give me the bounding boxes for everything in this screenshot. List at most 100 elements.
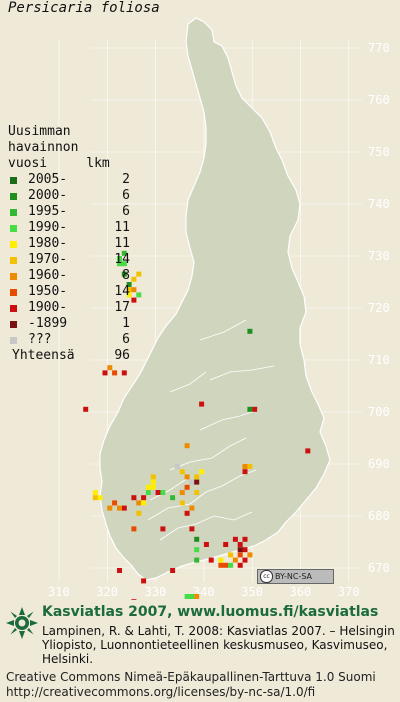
license-url-link[interactable]: http://creativecommons.org/licenses/by-n… — [6, 685, 316, 699]
x-axis-labels: 310 320 330 340 350 360 370 — [48, 585, 359, 599]
observation-square — [145, 490, 151, 495]
legend-swatch — [10, 177, 17, 184]
observation-square — [305, 448, 311, 454]
observation-square — [160, 526, 166, 532]
observation-square — [242, 536, 248, 542]
legend-period: 1950- — [28, 284, 68, 299]
observation-square — [121, 261, 127, 267]
observation-square — [121, 271, 127, 277]
legend-count: 8 — [122, 268, 130, 283]
observation-square — [179, 490, 185, 495]
observation-square — [194, 490, 200, 495]
legend-count: 11 — [114, 236, 130, 251]
legend-header-line-1: Uusimman — [8, 124, 71, 139]
legend-row: 1900- 17 — [8, 300, 130, 316]
observation-square — [150, 484, 156, 490]
legend-count: 6 — [122, 188, 130, 203]
legend: Uusimman havainnon vuosi lkm 2005- 2 2000-… — [8, 124, 130, 364]
observation-square — [117, 261, 122, 267]
observation-square — [121, 370, 127, 376]
legend-swatch — [10, 257, 17, 264]
observation-square — [160, 490, 166, 495]
observation-square — [126, 292, 132, 298]
observation-square — [218, 557, 224, 563]
observation-square — [208, 557, 214, 563]
observation-square — [194, 594, 200, 599]
observation-square — [126, 282, 132, 287]
legend-period: 1990- — [28, 220, 68, 235]
observation-square — [252, 406, 258, 412]
observation-square — [131, 297, 137, 303]
observation-square — [83, 406, 89, 412]
observation-square — [232, 557, 238, 563]
y-tick-label: 730 — [368, 249, 390, 263]
legend-count: 6 — [122, 332, 130, 347]
observation-square — [141, 578, 147, 584]
observation-square — [194, 547, 200, 553]
observation-square — [228, 562, 234, 568]
legend-swatch — [10, 273, 17, 280]
legend-count: 6 — [122, 204, 130, 219]
observation-square — [218, 562, 224, 568]
observation-square — [184, 484, 190, 490]
observation-squares — [83, 250, 311, 600]
observation-square — [194, 536, 200, 542]
observation-square — [170, 568, 176, 573]
observation-square — [189, 526, 195, 532]
observation-square — [247, 552, 253, 558]
observation-square — [242, 557, 248, 563]
legend-period: -1899 — [28, 316, 68, 331]
legend-row: 1960- 8 — [8, 268, 130, 284]
observation-square — [131, 526, 137, 532]
cc-license-badge[interactable]: cc BY-NC-SA — [257, 569, 334, 584]
observation-square — [121, 250, 127, 256]
legend-swatch — [10, 305, 17, 312]
legend-row: 1950- 14 — [8, 284, 130, 300]
legend-row: 1990- 11 — [8, 220, 130, 236]
observation-square — [136, 271, 142, 277]
legend-period: 1900- — [28, 300, 68, 315]
y-tick-label: 700 — [368, 405, 390, 419]
y-tick-label: 710 — [368, 353, 390, 367]
observation-square — [107, 505, 113, 511]
observation-square — [170, 495, 176, 501]
legend-swatch — [10, 241, 17, 248]
x-tick-label: 310 — [48, 585, 70, 599]
observation-square — [242, 469, 248, 475]
y-tick-label: 770 — [368, 41, 390, 55]
observation-square — [237, 542, 243, 547]
observation-square — [189, 479, 195, 485]
y-tick-label: 690 — [368, 457, 390, 471]
legend-row: 2005- 2 — [8, 172, 130, 188]
legend-count: 1 — [122, 316, 130, 331]
observation-square — [131, 287, 137, 293]
y-tick-label: 720 — [368, 301, 390, 315]
x-tick-label: 370 — [338, 585, 360, 599]
observation-square — [184, 510, 190, 516]
legend-row: -1899 1 — [8, 316, 130, 332]
observation-square — [189, 505, 195, 511]
legend-header-line-2: havainnon — [8, 140, 79, 155]
observation-square — [199, 469, 205, 475]
x-tick-label: 360 — [290, 585, 312, 599]
observation-square — [247, 464, 253, 469]
legend-count: 2 — [122, 172, 130, 187]
y-tick-label: 760 — [368, 93, 390, 107]
observation-square — [179, 500, 185, 506]
observation-square — [247, 328, 253, 334]
observation-square — [223, 562, 229, 568]
observation-square — [136, 292, 142, 298]
legend-period: 1960- — [28, 268, 68, 283]
observation-square — [194, 474, 200, 480]
observation-square — [155, 490, 161, 495]
observation-square — [184, 443, 190, 449]
legend-swatch — [10, 225, 17, 232]
y-axis-labels: 770 760 750 740 730 720 710 700 690 680 670 — [368, 41, 390, 575]
observation-square — [92, 490, 98, 495]
observation-square — [150, 479, 156, 485]
legend-count: 17 — [114, 300, 130, 315]
observation-square — [174, 464, 180, 469]
observation-square — [145, 484, 151, 490]
legend-swatch — [10, 289, 17, 296]
distribution-map: 770 760 750 740 730 720 710 700 690 680 670 310 320… — [48, 17, 390, 600]
